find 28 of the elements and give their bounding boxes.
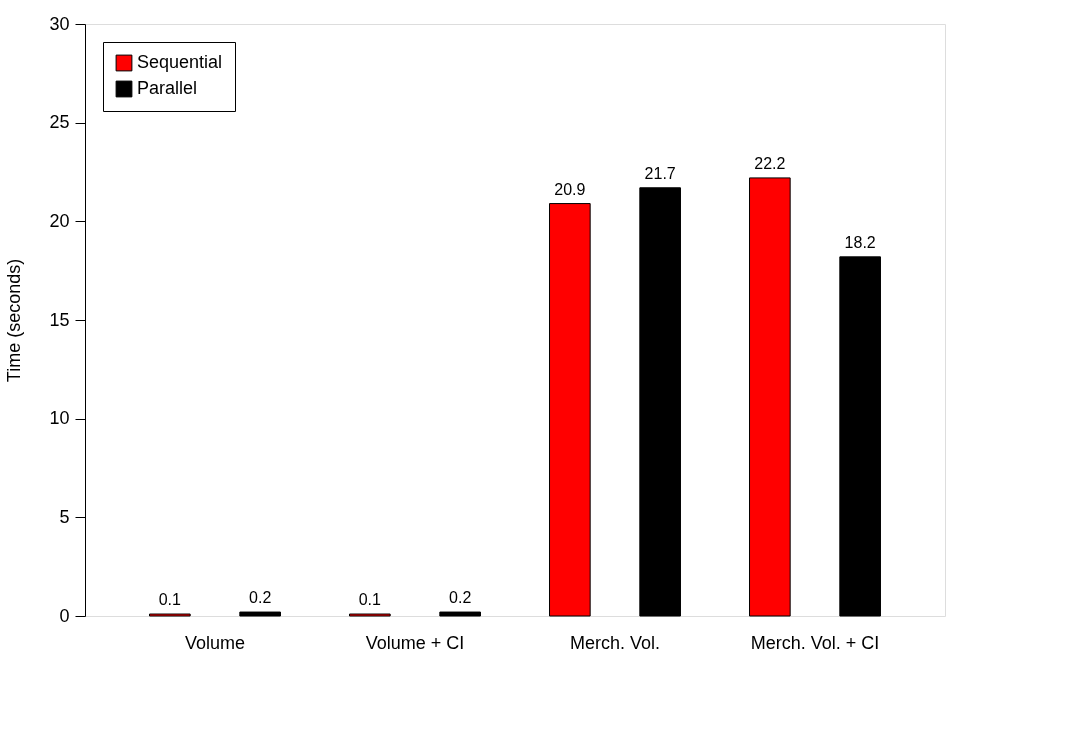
y-tick-label: 25: [49, 112, 70, 133]
y-tick-label: 30: [49, 13, 70, 34]
y-tick-label: 5: [59, 506, 70, 527]
legend-label: Sequential: [137, 52, 223, 72]
data-label: 18.2: [844, 233, 876, 251]
bar: [549, 203, 591, 617]
x-tick-label: Merch. Vol.: [569, 632, 661, 653]
data-label: 22.2: [754, 154, 786, 172]
legend-label: Parallel: [137, 78, 198, 98]
bar: [439, 611, 481, 617]
bar: [839, 256, 881, 617]
data-label: 21.7: [644, 164, 676, 182]
x-tick-label: Volume: [184, 632, 246, 653]
bar: [749, 177, 791, 617]
data-label: 0.1: [358, 591, 382, 609]
x-tick-label: Volume + CI: [365, 632, 465, 653]
y-tick-label: 10: [49, 408, 70, 429]
data-label: 0.2: [449, 589, 472, 607]
y-tick-label: 20: [49, 210, 70, 231]
data-label: 20.9: [554, 180, 586, 198]
y-axis-title: Time (seconds): [4, 258, 25, 383]
data-label: 0.1: [158, 591, 182, 609]
bar: [639, 187, 681, 617]
bar: [239, 611, 281, 617]
y-tick-label: 15: [49, 309, 70, 330]
x-tick-label: Merch. Vol. + CI: [750, 632, 880, 653]
data-label: 0.2: [249, 589, 272, 607]
y-tick-label: 0: [59, 605, 70, 626]
